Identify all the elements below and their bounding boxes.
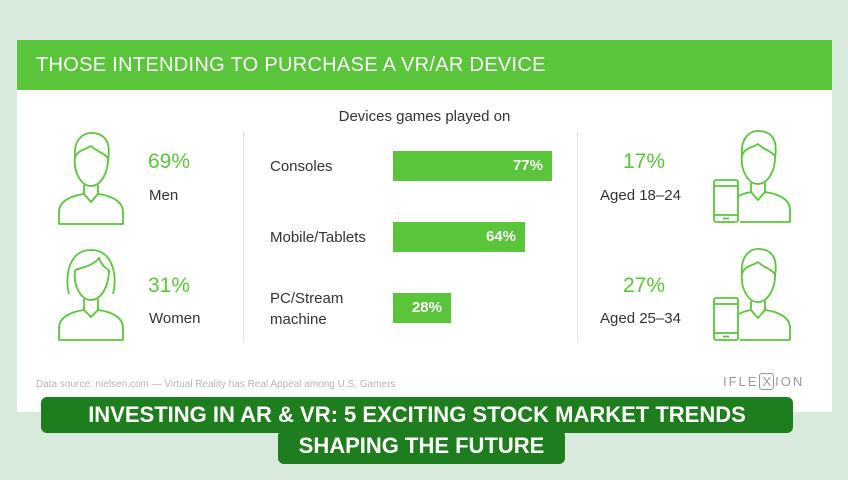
value-label-pc-stream: 28% bbox=[411, 299, 442, 316]
age-18-24-percent: 17% bbox=[623, 150, 666, 173]
man-with-phone-icon bbox=[713, 130, 791, 223]
bar-pc-stream: 28% bbox=[393, 293, 451, 323]
banner-line-2: SHAPING THE FUTURE bbox=[278, 430, 565, 464]
category-label-consoles: Consoles bbox=[270, 158, 333, 175]
header-bar: THOSE INTENDING TO PURCHASE A VR/AR DEVI… bbox=[17, 40, 832, 90]
women-percent: 31% bbox=[148, 274, 191, 297]
banner-line-1: INVESTING IN AR & VR: 5 EXCITING STOCK M… bbox=[41, 397, 793, 433]
category-label-mobile-tablets: Mobile/Tablets bbox=[270, 229, 366, 246]
infographic-card: THOSE INTENDING TO PURCHASE A VR/AR DEVI… bbox=[17, 40, 832, 412]
value-label-mobile-tablets: 64% bbox=[485, 228, 516, 245]
women-label: Women bbox=[149, 310, 201, 327]
woman-icon bbox=[58, 249, 124, 341]
bar-mobile-tablets: 64% bbox=[393, 222, 525, 252]
men-label: Men bbox=[149, 187, 179, 204]
bar-consoles: 77% bbox=[393, 151, 552, 181]
man-with-phone-icon bbox=[713, 248, 791, 341]
age-25-34-percent: 27% bbox=[623, 274, 666, 297]
header-title: THOSE INTENDING TO PURCHASE A VR/AR DEVI… bbox=[36, 54, 546, 76]
value-label-consoles: 77% bbox=[512, 157, 543, 174]
category-label-pc-stream: PC/Stream machine bbox=[270, 290, 344, 328]
age-18-24-label: Aged 18–24 bbox=[600, 187, 681, 204]
iflexion-logo: IFLE X ION bbox=[723, 373, 805, 390]
divider-right bbox=[577, 132, 578, 342]
men-percent: 69% bbox=[148, 150, 191, 173]
data-source: Data source: nielsen.com — Virtual Reali… bbox=[36, 379, 396, 390]
age-25-34-label: Aged 25–34 bbox=[600, 310, 681, 327]
divider-left bbox=[243, 132, 244, 342]
chart-title: Devices games played on bbox=[338, 108, 511, 125]
man-icon bbox=[58, 132, 124, 225]
